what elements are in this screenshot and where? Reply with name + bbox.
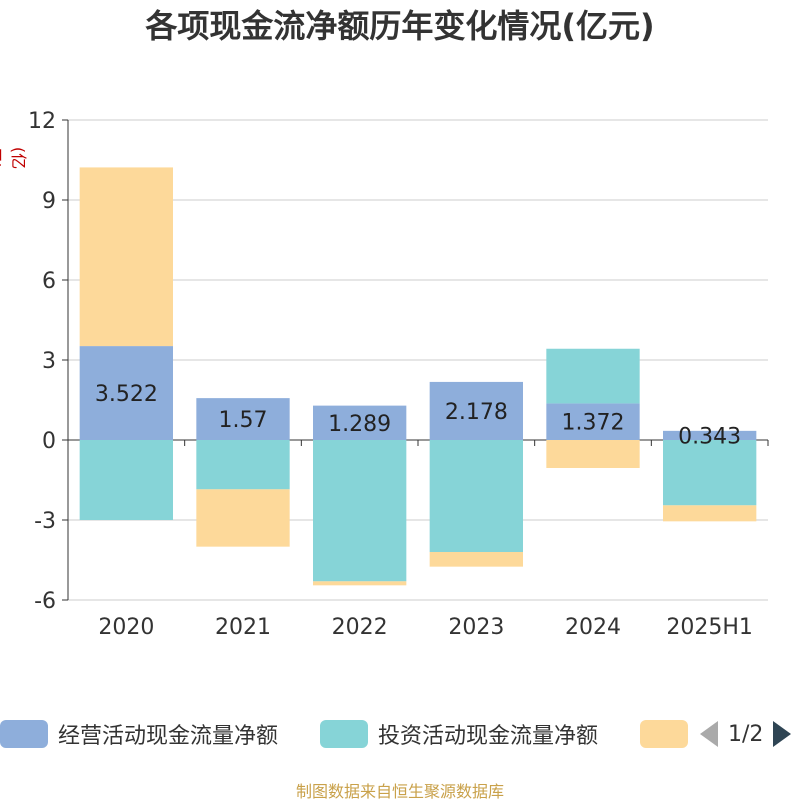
bar-operating: [196, 398, 290, 440]
bar-investing: [429, 440, 523, 552]
bar-investing: [79, 440, 173, 520]
x-tick-label: 2022: [332, 615, 388, 640]
bar-operating: [429, 381, 523, 440]
legend-pager: 1/2: [700, 716, 800, 752]
legend-item-operating[interactable]: 经营活动现金流量净额: [0, 716, 278, 752]
legend-swatch: [0, 720, 48, 748]
next-page-icon[interactable]: [773, 721, 792, 747]
x-tick-label: 2023: [448, 615, 504, 640]
bar-financing: [313, 581, 407, 586]
data-label: 1.289: [328, 412, 391, 437]
legend-swatch: [320, 720, 368, 748]
legend: 经营活动现金流量净额 投资活动现金流量净额: [0, 716, 800, 756]
bar-operating: [663, 430, 757, 440]
legend-swatch: [640, 720, 688, 748]
bar-investing: [546, 348, 640, 404]
y-tick-label: 12: [28, 109, 56, 134]
chart-svg: -6 -3 0 3 6 9 12 2020 2021 2022 2023 2024 2025H1 3.52…: [28, 109, 769, 640]
legend-item-investing[interactable]: 投资活动现金流量净额: [320, 716, 598, 752]
y-tick-label: -6: [34, 589, 56, 614]
previous-page-icon[interactable]: [700, 721, 718, 747]
bar-financing: [196, 489, 290, 547]
bar-financing: [663, 505, 757, 522]
x-tick-label: 2025H1: [666, 615, 753, 640]
data-label: 1.372: [562, 411, 625, 436]
bar-financing: [429, 552, 523, 567]
legend-item-financing[interactable]: [640, 716, 698, 752]
x-tick-label: 2024: [565, 615, 621, 640]
data-label: 2.178: [445, 400, 508, 425]
bar-financing: [546, 440, 640, 468]
bar-operating: [546, 403, 640, 440]
y-tick-label: 9: [42, 189, 56, 214]
legend-page-indicator: 1/2: [728, 721, 764, 747]
bar-operating: [79, 346, 173, 440]
y-tick-label: 3: [42, 349, 56, 374]
legend-label: 投资活动现金流量净额: [378, 724, 599, 749]
data-label: 3.522: [95, 382, 158, 407]
bar-investing: [313, 440, 407, 582]
x-tick-label: 2021: [215, 615, 271, 640]
legend-label: 经营活动现金流量净额: [58, 724, 279, 749]
data-label: 1.57: [219, 408, 268, 433]
data-source-note: 制图数据来自恒生聚源数据库: [295, 782, 504, 800]
x-tick-label: 2020: [98, 615, 154, 640]
bar-investing: [663, 440, 757, 506]
chart-title: 各项现金流净额历年变化情况(亿元): [145, 7, 655, 45]
bar-operating: [313, 405, 407, 440]
y-tick-label: 0: [42, 429, 56, 454]
data-label: 0.343: [678, 424, 741, 449]
bar-investing: [196, 440, 290, 490]
bar-financing: [79, 167, 173, 347]
y-tick-label: 6: [42, 269, 56, 294]
y-tick-label: -3: [34, 509, 56, 534]
